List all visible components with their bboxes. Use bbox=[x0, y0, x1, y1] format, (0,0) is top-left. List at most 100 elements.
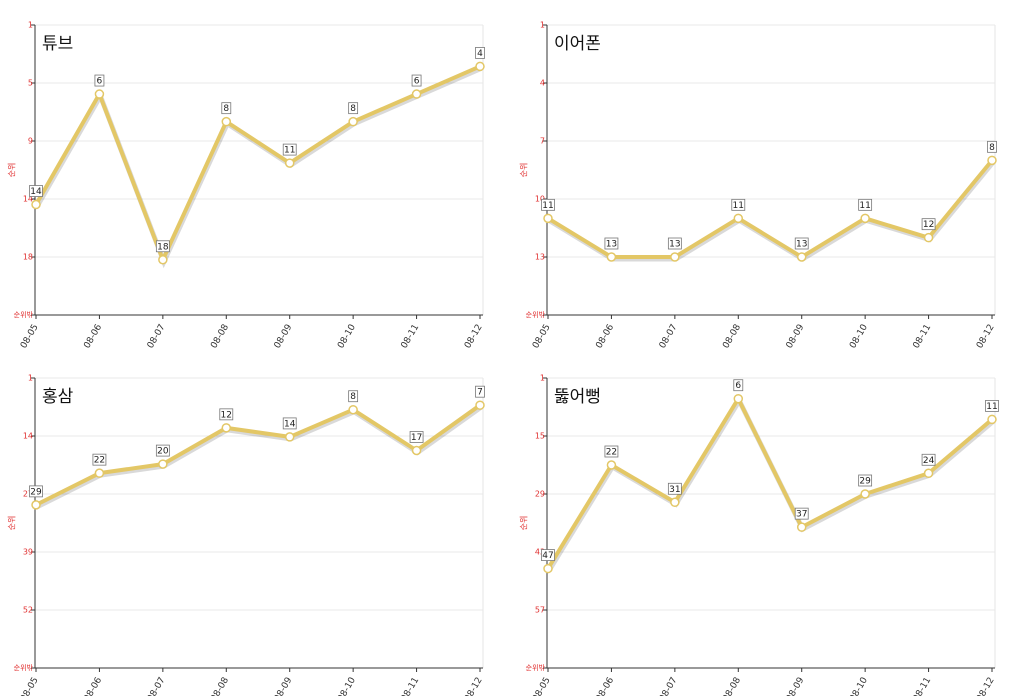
value-label: 13 bbox=[669, 240, 680, 250]
value-label: 11 bbox=[733, 201, 744, 211]
value-label: 17 bbox=[411, 433, 422, 443]
chart-panel: 1 14 27 39 52 순위밖 순위 홍삼 08-05 08-06 08-07 08-08 08-0… bbox=[8, 374, 485, 696]
value-label-box bbox=[667, 237, 682, 250]
value-label: 8 bbox=[350, 392, 356, 402]
point-marker bbox=[733, 393, 744, 404]
point-marker bbox=[31, 199, 41, 210]
chart-title: 홍삼 bbox=[42, 387, 74, 407]
value-label: 6 bbox=[414, 77, 420, 87]
point-marker bbox=[543, 563, 553, 574]
x-tick-label: 08-06 bbox=[594, 323, 616, 351]
value-label-box bbox=[987, 140, 997, 153]
value-label: 13 bbox=[606, 240, 617, 250]
y-tick-label: 39 bbox=[23, 548, 33, 557]
value-label: 37 bbox=[796, 510, 807, 520]
y-tick-label: 1 bbox=[540, 21, 545, 30]
x-tick-label: 08-09 bbox=[273, 676, 295, 696]
point-marker bbox=[923, 232, 934, 243]
value-label-box bbox=[409, 431, 424, 443]
value-label-box bbox=[667, 482, 682, 495]
point-marker bbox=[987, 414, 997, 425]
x-tick-label: 08-07 bbox=[658, 323, 680, 351]
x-tick-label: 08-09 bbox=[785, 323, 807, 351]
point-marker bbox=[796, 252, 807, 262]
series-line bbox=[546, 159, 994, 259]
point-marker bbox=[475, 400, 485, 410]
chart-title: 이어폰 bbox=[554, 34, 601, 54]
x-tick-label: 08-05 bbox=[531, 676, 553, 696]
y-tick-label: 순위밖 bbox=[526, 663, 546, 672]
y-tick-label: 27 bbox=[23, 490, 33, 499]
y-tick-label: 15 bbox=[535, 432, 545, 441]
value-label-box bbox=[221, 102, 232, 115]
value-label-box bbox=[155, 240, 170, 253]
value-label: 11 bbox=[542, 201, 553, 211]
point-marker bbox=[543, 213, 553, 224]
point-marker bbox=[284, 158, 295, 168]
value-label: 8 bbox=[989, 143, 995, 153]
x-tick-label: 08-07 bbox=[658, 676, 680, 696]
value-label: 12 bbox=[923, 220, 934, 230]
chart-title: 튜브 bbox=[42, 34, 73, 54]
value-label-box bbox=[282, 143, 297, 156]
y-tick-label: 순위밖 bbox=[14, 663, 34, 672]
value-label-box bbox=[219, 408, 234, 421]
value-label-box bbox=[475, 385, 485, 398]
x-tick-label: 08-12 bbox=[463, 323, 485, 351]
value-label-box bbox=[604, 445, 619, 458]
y-tick-label: 43 bbox=[535, 548, 545, 557]
x-tick-label: 08-10 bbox=[848, 323, 870, 351]
y-tick-label: 18 bbox=[23, 253, 33, 262]
x-tick-label: 08-12 bbox=[975, 676, 997, 696]
value-label-box bbox=[541, 198, 555, 211]
value-label: 4 bbox=[477, 49, 483, 59]
x-tick-label: 08-12 bbox=[975, 323, 997, 351]
point-marker bbox=[348, 116, 358, 127]
point-marker bbox=[94, 468, 105, 478]
value-label-box bbox=[348, 102, 359, 115]
value-label: 29 bbox=[859, 477, 871, 487]
y-tick-label: 1 bbox=[540, 374, 545, 383]
value-label: 8 bbox=[223, 104, 229, 114]
point-marker bbox=[987, 155, 997, 166]
x-tick-label: 08-05 bbox=[19, 323, 41, 351]
value-label-box bbox=[348, 390, 359, 403]
point-marker bbox=[348, 404, 358, 415]
value-label-box bbox=[731, 198, 746, 211]
value-label: 7 bbox=[477, 388, 483, 398]
series-line bbox=[35, 403, 482, 507]
point-marker bbox=[796, 522, 807, 532]
point-marker bbox=[158, 459, 168, 469]
value-label: 22 bbox=[606, 448, 617, 458]
x-tick-label: 08-07 bbox=[146, 676, 168, 696]
point-marker bbox=[411, 89, 422, 99]
point-marker bbox=[475, 61, 485, 72]
x-tick-label: 08-12 bbox=[463, 676, 485, 696]
point-marker bbox=[860, 213, 870, 224]
line-shadow bbox=[546, 395, 995, 572]
value-label: 47 bbox=[542, 551, 553, 561]
x-tick-label: 08-06 bbox=[594, 676, 616, 696]
value-label-box bbox=[155, 444, 170, 457]
point-marker bbox=[923, 468, 934, 479]
y-tick-label: 4 bbox=[540, 79, 545, 88]
value-label: 14 bbox=[284, 419, 296, 429]
x-tick-label: 08-10 bbox=[336, 676, 358, 696]
x-tick-label: 08-11 bbox=[912, 323, 934, 351]
y-tick-label: 순위밖 bbox=[526, 310, 546, 319]
y-tick-label: 1 bbox=[28, 21, 33, 30]
x-tick-label: 08-11 bbox=[400, 323, 422, 351]
x-tick-label: 08-10 bbox=[336, 323, 358, 351]
y-tick-label: 9 bbox=[28, 137, 33, 146]
value-label-box bbox=[858, 198, 873, 211]
value-label-box bbox=[858, 474, 873, 487]
x-tick-label: 08-08 bbox=[721, 676, 743, 696]
value-label: 11 bbox=[284, 146, 295, 156]
point-marker bbox=[411, 445, 422, 456]
point-marker bbox=[733, 213, 744, 224]
value-label-box bbox=[921, 218, 936, 231]
value-label-box bbox=[985, 400, 999, 412]
x-tick-label: 08-08 bbox=[209, 676, 231, 696]
value-label: 24 bbox=[923, 456, 935, 466]
